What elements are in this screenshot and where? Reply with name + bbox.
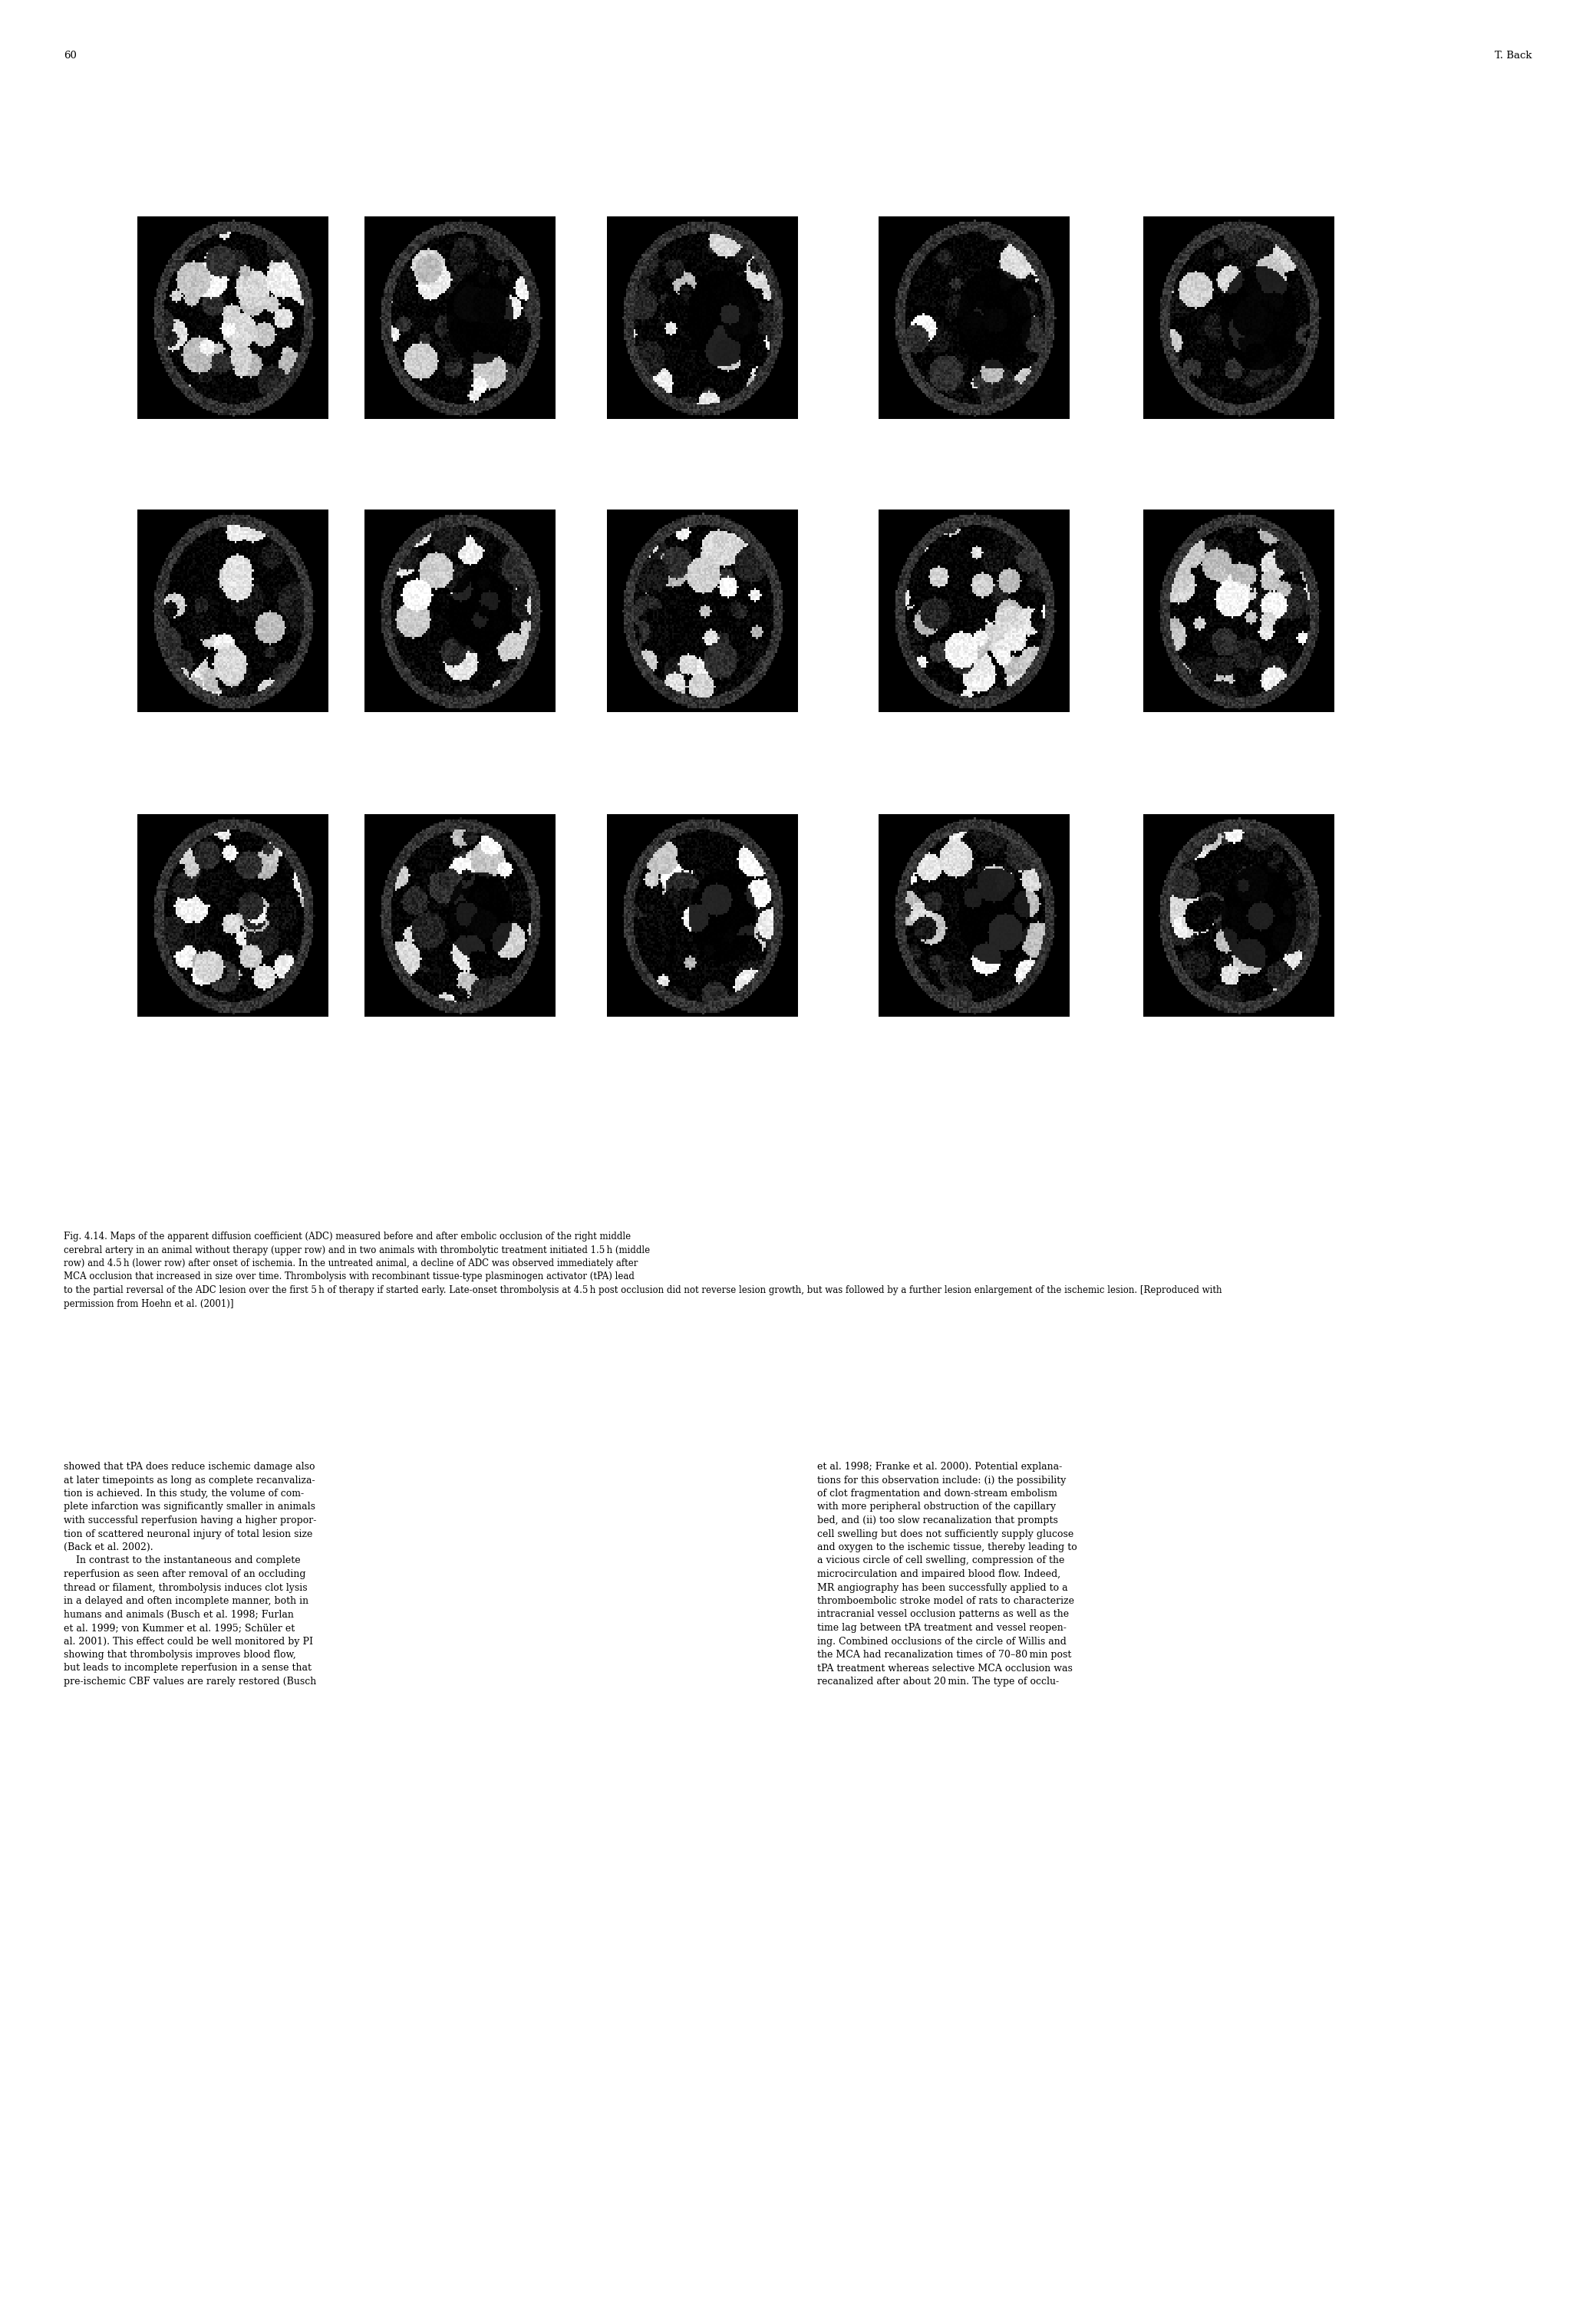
Text: clot: clot	[372, 442, 389, 451]
Text: 700: 700	[694, 1146, 712, 1158]
Text: 60: 60	[64, 51, 77, 60]
Text: 1.5 h: 1.5 h	[93, 605, 117, 617]
Text: clot: clot	[372, 1041, 389, 1050]
Text: et al. 1998; Franke et al. 2000). Potential explana-
tions for this observation : et al. 1998; Franke et al. 2000). Potent…	[817, 1462, 1077, 1687]
Text: 30 min: 30 min	[445, 543, 476, 552]
Text: Fig. 4.14. Maps of the apparent diffusion coefficient (ADC) measured before and : Fig. 4.14. Maps of the apparent diffusio…	[64, 1232, 1223, 1308]
Text: control: control	[217, 543, 249, 552]
Text: 450: 450	[452, 1146, 469, 1158]
Text: ADC:  200: ADC: 200	[195, 1146, 241, 1158]
Text: 30 min: 30 min	[445, 1070, 476, 1082]
Bar	[666, 1176, 1275, 1202]
Text: treatment after: treatment after	[93, 668, 168, 677]
Text: 1200: 1200	[1227, 1146, 1250, 1158]
Text: control: control	[217, 1070, 249, 1082]
Text: μm²/s: μm²/s	[1387, 1146, 1412, 1158]
Text: showed that tPA does reduce ischemic damage also
at later timepoints as long as : showed that tPA does reduce ischemic dam…	[64, 1462, 316, 1687]
Text: tPA: tPA	[575, 1041, 589, 1050]
Text: 8 h: 8 h	[1232, 543, 1245, 552]
Text: 950: 950	[966, 1146, 983, 1158]
Text: 1 h: 1 h	[696, 1070, 710, 1082]
Text: 2 h: 2 h	[696, 543, 710, 552]
Text: 5 h: 5 h	[1232, 1070, 1245, 1082]
Text: 3 h: 3 h	[967, 1070, 982, 1082]
Text: T. Back: T. Back	[1495, 51, 1532, 60]
Text: 5 h: 5 h	[967, 543, 982, 552]
Text: after embolism: after embolism	[830, 587, 899, 596]
Text: without treatment: without treatment	[93, 120, 180, 131]
Text: 4.5 h: 4.5 h	[93, 912, 117, 921]
Text: after treatment: after treatment	[950, 1114, 1020, 1123]
